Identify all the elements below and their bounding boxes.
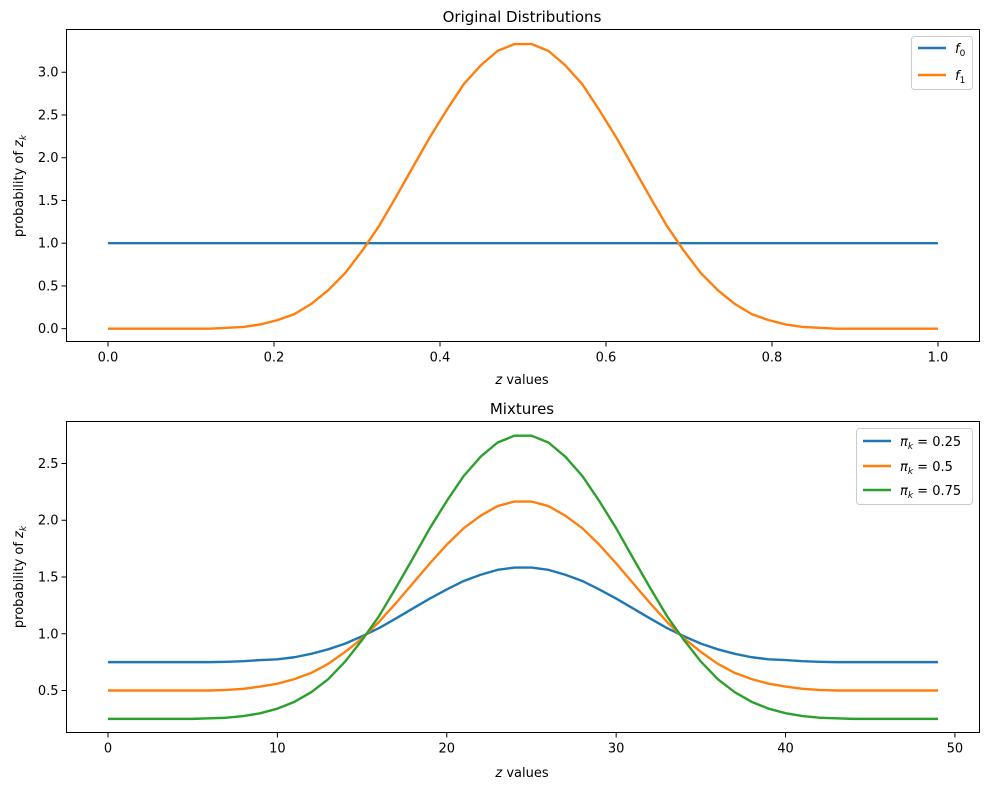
chart-2-x-tick-label: 40 xyxy=(777,742,794,757)
chart-1-series-line-1 xyxy=(108,42,938,330)
chart-2-x-tick-label: 30 xyxy=(608,742,625,757)
chart-2-y-tick-label: 1.5 xyxy=(38,571,59,586)
chart-2-legend-label-1: πk = 0.5 xyxy=(900,460,953,477)
chart-2-series-line-0 xyxy=(108,566,938,664)
chart-1-y-tick-label: 2.0 xyxy=(38,151,59,166)
chart-1-legend-label-f0: f0 xyxy=(955,42,966,59)
chart-2-x-tick-label: 10 xyxy=(269,742,286,757)
chart-2-legend-label-0: πk = 0.25 xyxy=(900,435,961,452)
chart-1-legend-label-f1: f1 xyxy=(955,69,965,86)
chart-1-title: Original Distributions xyxy=(443,8,602,26)
chart-1-x-tick-label: 0.2 xyxy=(264,351,285,366)
chart-2-legend-label-2: πk = 0.75 xyxy=(900,484,961,501)
chart-1-x-axis-label: z values xyxy=(494,373,548,388)
chart-1-y-axis-label: probability of zk xyxy=(12,134,29,237)
chart-2-y-tick-label: 2.0 xyxy=(38,514,59,529)
chart-mixtures: Mixtures 0 10 20 30 40 50 0.5 1.0 1.5 2.0 2.5 z va… xyxy=(12,400,980,781)
chart-2-plot-frame xyxy=(66,421,980,733)
chart-2-y-tick-label: 1.0 xyxy=(38,627,59,642)
chart-1-ticks: 0.0 0.2 0.4 0.6 0.8 1.0 0.0 0.5 1.0 1.5 2.0 2.5 3.0 xyxy=(38,66,949,366)
chart-2-title: Mixtures xyxy=(490,400,554,418)
chart-1-x-tick-label: 0.4 xyxy=(430,351,451,366)
chart-1-x-tick-label: 0.8 xyxy=(762,351,783,366)
chart-1-series-lines xyxy=(108,42,938,330)
chart-2-series-lines xyxy=(108,434,938,721)
chart-2-ticks: 0 10 20 30 40 50 0.5 1.0 1.5 2.0 2.5 xyxy=(38,457,963,757)
chart-1-x-tick-label: 1.0 xyxy=(928,351,949,366)
chart-2-series-line-1 xyxy=(108,500,938,692)
chart-2-y-axis-label: probability of zk xyxy=(12,525,29,628)
chart-2-x-tick-label: 50 xyxy=(947,742,964,757)
chart-1-y-tick-label: 1.0 xyxy=(38,237,59,252)
chart-1-y-tick-label: 0.0 xyxy=(38,322,59,337)
chart-1-plot-frame xyxy=(66,29,980,342)
chart-1-y-tick-label: 1.5 xyxy=(38,194,59,209)
chart-1-x-tick-label: 0.0 xyxy=(98,351,119,366)
chart-2-y-tick-label: 2.5 xyxy=(38,457,59,472)
chart-1-x-tick-label: 0.6 xyxy=(596,351,617,366)
chart-1-legend-box xyxy=(911,36,973,90)
chart-original-distributions: Original Distributions 0.0 0.2 0.4 0.6 0.8 1.… xyxy=(12,8,980,388)
chart-2-series-line-2 xyxy=(108,434,938,721)
chart-1-y-tick-label: 0.5 xyxy=(38,279,59,294)
chart-1-legend: f0 f1 xyxy=(911,36,973,90)
chart-2-x-axis-label: z values xyxy=(494,766,548,781)
chart-2-legend-box xyxy=(856,428,973,505)
chart-2-x-tick-label: 20 xyxy=(439,742,456,757)
chart-2-y-tick-label: 0.5 xyxy=(38,684,59,699)
chart-2-legend: πk = 0.25 πk = 0.5 πk = 0.75 xyxy=(856,428,973,505)
chart-1-y-tick-label: 2.5 xyxy=(38,108,59,123)
chart-2-x-tick-label: 0 xyxy=(104,742,112,757)
chart-1-y-tick-label: 3.0 xyxy=(38,66,59,81)
